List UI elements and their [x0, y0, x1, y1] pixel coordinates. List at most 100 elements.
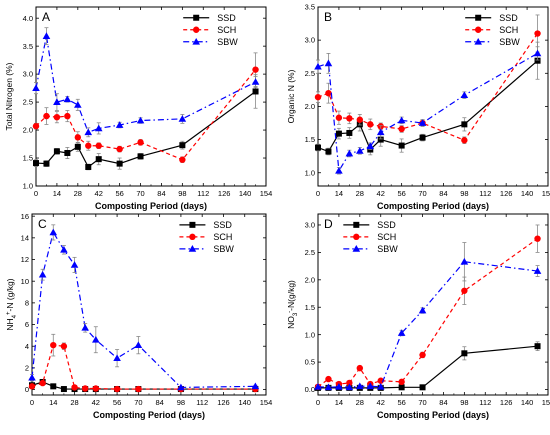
y-tick-label: 3.0	[305, 221, 315, 230]
x-tick-label: 56	[397, 398, 405, 407]
data-point	[252, 88, 259, 95]
legend: SSD SCH SBW	[465, 13, 520, 47]
x-tick-label: 84	[439, 398, 447, 407]
x-tick-label: 14	[335, 398, 343, 407]
data-point	[314, 382, 322, 390]
x-tick-label: 70	[134, 398, 142, 407]
x-tick-label: 154	[260, 398, 273, 407]
x-axis-title: Composting Period (days)	[95, 201, 207, 211]
data-point	[134, 341, 143, 348]
legend-marker	[189, 221, 196, 228]
data-point	[419, 384, 426, 391]
y-axis-title: Total Nitrogen (%)	[4, 62, 14, 130]
data-point	[53, 148, 60, 155]
y-tick-label: 1.0	[305, 168, 315, 177]
y-axis-title: NO3--N(g/kg)	[286, 280, 299, 329]
data-point	[53, 98, 61, 105]
chart-panel-a: 0 14 28 42 56 70 84 98 112 126 140 154 1.0 1.5 2.0 2.5 3…	[4, 6, 273, 211]
data-point	[376, 128, 385, 136]
y-tick-label: 1.0	[305, 330, 315, 339]
x-tick-label: 84	[157, 189, 165, 198]
legend: SSD SCH SBW	[179, 220, 234, 254]
data-point	[251, 382, 260, 390]
x-tick-label: 28	[356, 398, 364, 407]
data-point	[70, 261, 79, 268]
data-point	[116, 145, 123, 153]
y-tick-label: 2.5	[305, 69, 315, 78]
data-point	[28, 373, 36, 381]
panel-label: B	[324, 10, 332, 24]
legend-label: SSD	[213, 220, 232, 230]
data-point	[533, 267, 542, 274]
x-tick-label: 126	[500, 189, 513, 198]
data-point	[251, 78, 260, 85]
y-tick-label: 2.0	[305, 275, 315, 284]
y-tick-label: 2.0	[23, 126, 33, 135]
data-point	[398, 378, 405, 386]
x-tick-label: 140	[239, 189, 252, 198]
data-point	[356, 147, 364, 154]
x-tick-label: 14	[335, 189, 343, 198]
data-point	[325, 375, 332, 383]
data-point	[50, 341, 57, 349]
data-point	[314, 93, 322, 101]
data-point	[32, 84, 40, 91]
data-point	[60, 386, 67, 393]
legend-label: SSD	[377, 220, 396, 230]
legend-label: SBW	[499, 37, 520, 47]
y-axis-title: NH4+-N (g/kg)	[5, 278, 18, 330]
legend-label: SSD	[217, 13, 236, 23]
data-point	[53, 113, 61, 121]
data-point	[345, 149, 354, 157]
x-tick-label: 28	[70, 398, 78, 407]
data-point	[418, 306, 427, 314]
x-tick-label: 112	[197, 189, 209, 198]
data-point	[461, 350, 468, 357]
y-tick-label: 10	[21, 277, 29, 286]
data-point	[63, 95, 72, 103]
series-ssd	[33, 74, 259, 171]
legend-marker	[353, 221, 360, 228]
data-point	[335, 130, 342, 137]
data-point	[64, 149, 71, 156]
x-tick-label: 0	[30, 398, 34, 407]
x-tick-label: 98	[460, 398, 468, 407]
legend: SSD SCH SBW	[183, 13, 238, 47]
x-tick-label: 126	[217, 398, 230, 407]
data-point	[398, 125, 405, 133]
series-sbw	[32, 27, 260, 138]
y-tick-label: 0.5	[305, 358, 315, 367]
data-point	[179, 142, 186, 149]
series-sbw	[314, 242, 542, 391]
x-tick-label: 42	[377, 398, 385, 407]
x-tick-label: 154	[260, 189, 273, 198]
data-point	[345, 383, 354, 391]
x-tick-label: 98	[178, 189, 186, 198]
data-point	[179, 156, 186, 163]
legend-label: SBW	[213, 244, 234, 254]
data-point	[397, 116, 406, 124]
y-tick-label: 3.0	[23, 70, 33, 79]
x-tick-label: 28	[356, 189, 364, 198]
data-point	[534, 57, 541, 64]
data-point	[366, 382, 375, 390]
data-point	[398, 384, 405, 391]
x-tick-label: 140	[238, 398, 251, 407]
data-point	[64, 112, 71, 120]
y-tick-label: 14	[21, 233, 29, 242]
data-point	[314, 62, 322, 70]
data-point	[115, 121, 124, 128]
data-point	[534, 30, 541, 37]
y-tick-label: 1.0	[23, 182, 33, 191]
series-sbw	[314, 46, 542, 175]
x-axis-title: Composting Period (days)	[377, 410, 489, 420]
panel-label: A	[42, 10, 50, 24]
data-point	[116, 160, 123, 167]
data-point	[95, 156, 102, 163]
x-tick-label: 42	[95, 189, 103, 198]
x-tick-label: 42	[92, 398, 100, 407]
legend-marker	[193, 14, 200, 21]
data-point	[377, 136, 384, 143]
